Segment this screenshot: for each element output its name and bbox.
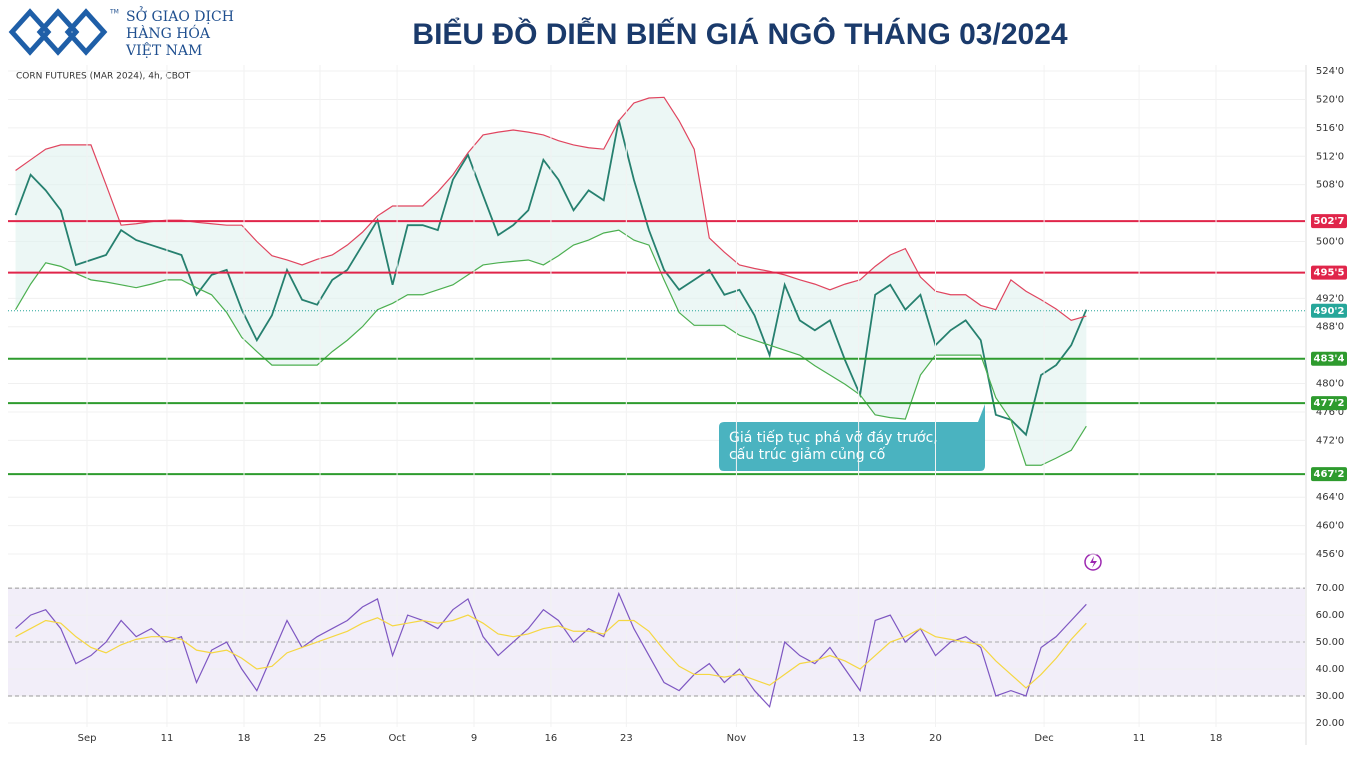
level-label: 495'5 <box>1314 268 1345 279</box>
level-label-box <box>1311 265 1347 280</box>
y-tick-label: 508'0 <box>1316 180 1344 191</box>
y-tick-label: 512'0 <box>1316 151 1344 162</box>
x-tick-label: 16 <box>545 733 558 744</box>
annotation: cấu trúc giảm củng cố <box>729 446 886 463</box>
y-tick-label: 60.00 <box>1316 610 1345 621</box>
x-tick-label: 18 <box>238 733 251 744</box>
series-line <box>15 591 1087 709</box>
level-label-box <box>1311 303 1347 318</box>
level-label: 490'2 <box>1314 306 1345 317</box>
y-tick-label: 460'0 <box>1316 521 1344 532</box>
y-tick-label: 520'0 <box>1316 94 1344 105</box>
y-tick-label: 516'0 <box>1316 123 1344 134</box>
annotation: Giá tiếp tục phá vỡ đáy trước, <box>729 429 938 446</box>
x-tick-label: 20 <box>929 733 942 744</box>
level-label: 483'4 <box>1314 354 1345 365</box>
series-line <box>15 614 1087 689</box>
y-tick-label: 464'0 <box>1316 492 1344 503</box>
y-tick-label: 488'0 <box>1316 322 1344 333</box>
logo-text: HÀNG HÓA <box>126 24 211 42</box>
y-tick-label: 480'0 <box>1316 379 1344 390</box>
x-tick-label: Sep <box>78 733 97 744</box>
y-tick-label: 30.00 <box>1316 691 1345 702</box>
logo-text: SỞ GIAO DỊCH <box>126 5 234 25</box>
y-tick-label: 50.00 <box>1316 637 1345 648</box>
y-tick-label: 456'0 <box>1316 549 1344 560</box>
x-tick-label: Oct <box>388 733 405 744</box>
y-tick-label: 524'0 <box>1316 66 1344 77</box>
logo <box>8 8 108 56</box>
level-label-box <box>1311 351 1347 366</box>
annotation-box <box>719 404 985 471</box>
y-tick-label: 70.00 <box>1316 583 1345 594</box>
y-tick-label: 476'0 <box>1316 407 1344 418</box>
page-title: BIỂU ĐỒ DIỄN BIẾN GIÁ NGÔ THÁNG 03/2024 <box>412 17 1067 51</box>
x-tick-label: 13 <box>852 733 865 744</box>
level-label: 502'7 <box>1314 216 1345 227</box>
y-tick-label: 40.00 <box>1316 664 1345 675</box>
level-label: 477'2 <box>1314 398 1345 409</box>
x-tick-label: 9 <box>471 733 477 744</box>
x-tick-label: 11 <box>1133 733 1146 744</box>
y-tick-label: 472'0 <box>1316 435 1344 446</box>
chart-title: CORN FUTURES (MAR 2024), 4h, CBOT <box>16 72 191 82</box>
level-label-box <box>1311 396 1347 411</box>
x-tick-label: 23 <box>620 733 633 744</box>
x-tick-label: 25 <box>314 733 327 744</box>
y-tick-label: 492'0 <box>1316 293 1344 304</box>
level-label: 467'2 <box>1314 469 1345 480</box>
logo-shape <box>36 8 80 56</box>
logo-mark: TM <box>109 9 119 16</box>
level-label-box <box>1311 214 1347 229</box>
y-tick-label: 500'0 <box>1316 237 1344 248</box>
x-tick-label: 18 <box>1210 733 1223 744</box>
level-label-box <box>1311 467 1347 482</box>
logo-shape <box>64 8 108 56</box>
icon <box>1090 556 1097 568</box>
logo-text: VIỆT NAM <box>125 41 202 59</box>
y-tick-label: 20.00 <box>1316 718 1345 729</box>
logo-shape <box>8 8 52 56</box>
x-tick-label: Nov <box>727 733 747 744</box>
x-tick-label: 11 <box>161 733 174 744</box>
x-tick-label: Dec <box>1034 733 1053 744</box>
